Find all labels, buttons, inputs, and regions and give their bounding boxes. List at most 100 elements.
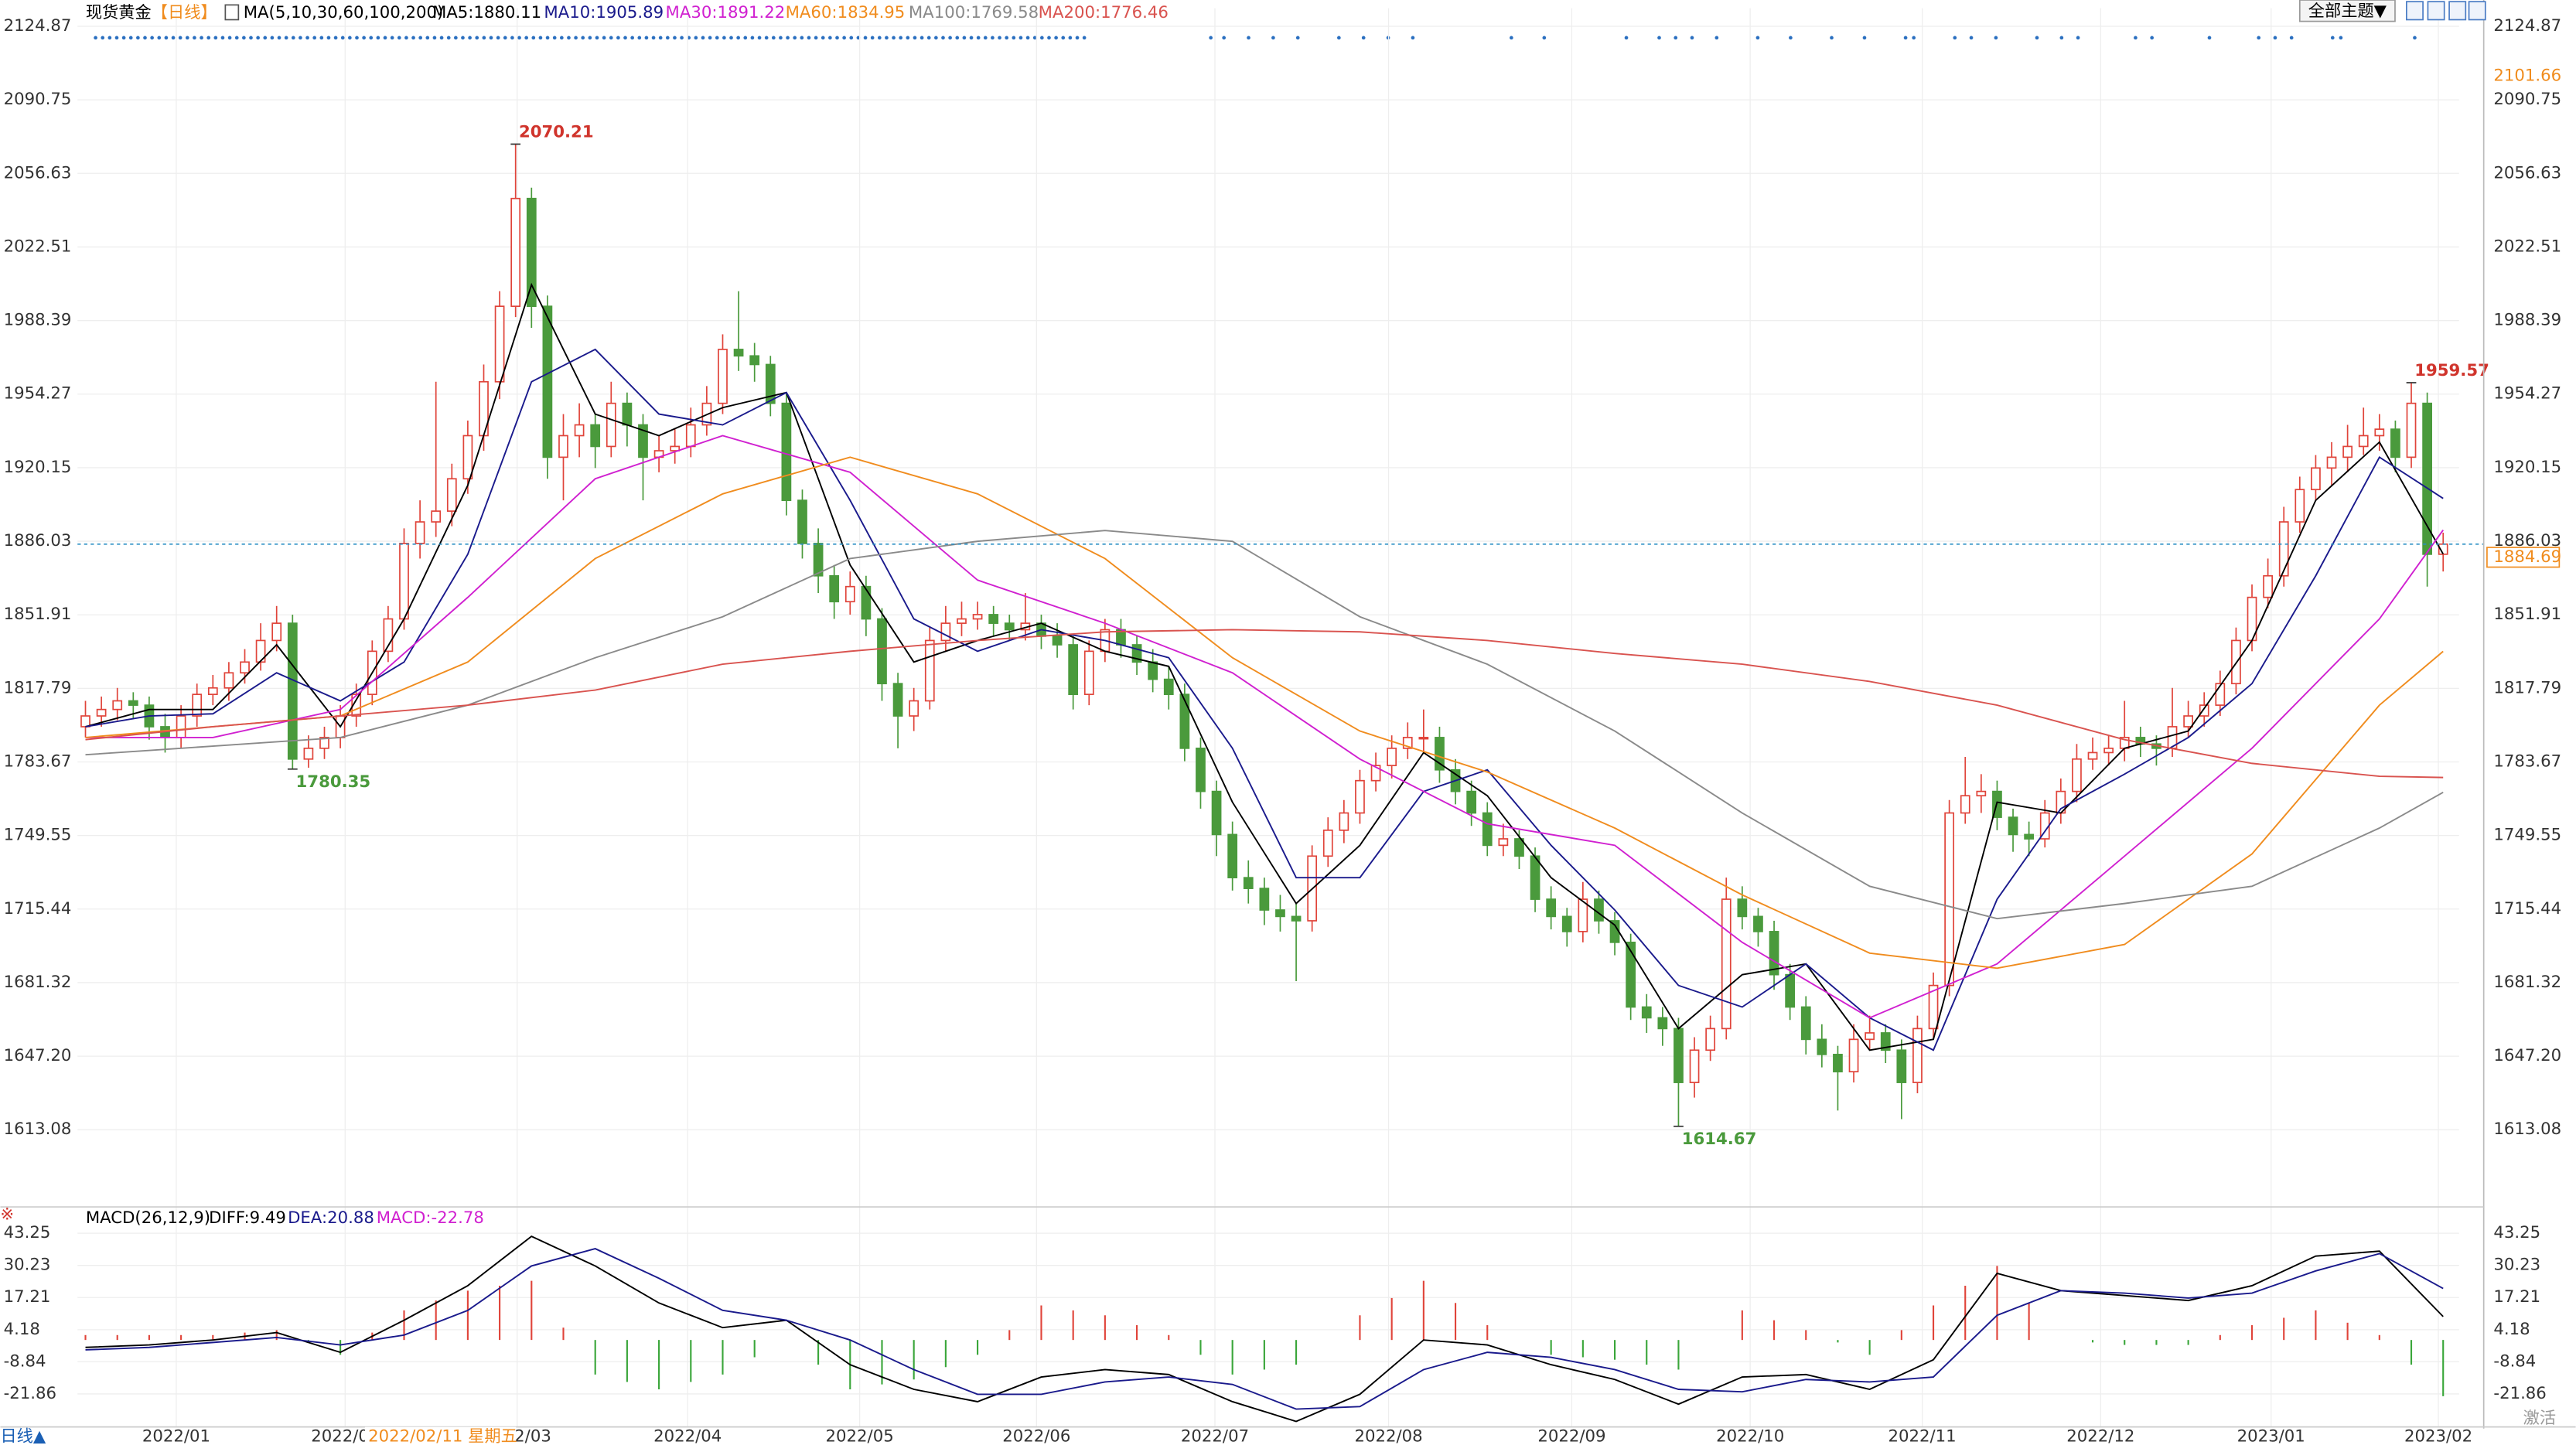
legend-entry: MA200:1776.46	[1039, 3, 1169, 22]
y-tick-label: 1783.67	[4, 752, 72, 772]
event-dot	[708, 36, 712, 40]
event-dot	[637, 36, 642, 40]
event-dot	[107, 36, 112, 40]
event-dot	[962, 36, 967, 40]
y-tick-label: 43.25	[4, 1223, 51, 1242]
event-dot	[1862, 36, 1867, 40]
event-dot	[326, 36, 331, 40]
candle-body	[207, 687, 218, 695]
candle-body	[415, 521, 425, 544]
theme-button-label[interactable]: 全部主题▼	[2308, 2, 2387, 21]
y-tick-label-right: 2090.75	[2493, 90, 2561, 109]
candle-body	[622, 402, 633, 426]
event-dot	[2059, 36, 2064, 40]
event-dot	[2076, 36, 2080, 40]
event-dot	[2339, 36, 2343, 40]
y-tick-label: 1681.32	[4, 973, 72, 992]
candle-body	[1530, 855, 1540, 900]
event-dot	[722, 36, 726, 40]
legend-entry: MA5:1880.11	[432, 3, 541, 22]
candle-body	[431, 510, 442, 523]
macd-line	[85, 1248, 2444, 1410]
candle-body	[1355, 779, 1365, 814]
candle-body	[2374, 428, 2385, 437]
event-dot	[369, 36, 374, 40]
candle-body	[1148, 661, 1158, 680]
macd-legend-entry: MACD:-22.78	[377, 1208, 484, 1228]
tool-button[interactable]	[2427, 1, 2445, 21]
tool-button[interactable]	[2448, 1, 2467, 21]
event-dot	[786, 36, 790, 40]
candle-body	[1609, 920, 1620, 943]
indicator-icon[interactable]	[224, 4, 240, 21]
event-dot	[164, 36, 169, 40]
event-dot	[913, 36, 917, 40]
event-dot	[425, 36, 430, 40]
event-dot	[630, 36, 634, 40]
event-dot	[1903, 36, 1908, 40]
event-dot	[948, 36, 952, 40]
high-label: 2070.21	[519, 123, 594, 142]
event-dot	[270, 36, 275, 40]
y-tick-label-right: 2124.87	[2493, 16, 2561, 36]
event-dot	[94, 36, 97, 40]
y-tick-label-right: 1681.32	[2493, 973, 2561, 992]
event-dot	[1714, 36, 1719, 40]
event-dot	[1624, 36, 1629, 40]
event-dot	[291, 36, 295, 40]
event-dot	[1032, 36, 1037, 40]
candle-body	[1944, 812, 1955, 987]
event-dot	[976, 36, 981, 40]
candle-body	[1466, 790, 1477, 814]
event-dot	[934, 36, 938, 40]
candle-body	[1626, 941, 1636, 1008]
ma-line	[85, 456, 2444, 970]
event-dot	[1075, 36, 1080, 40]
candle-body	[590, 424, 601, 448]
ma-line	[85, 530, 2444, 920]
x-tick-label: 2022/12	[2066, 1426, 2134, 1445]
event-dot	[743, 36, 748, 40]
event-dot	[1247, 36, 1250, 40]
event-dot	[263, 36, 268, 40]
ma-line	[85, 435, 2444, 1019]
candle-body	[176, 715, 186, 738]
y-tick-label-right: 2022.51	[2493, 237, 2561, 256]
panel-icon[interactable]: ※	[0, 1205, 14, 1225]
candle-body	[1928, 984, 1939, 1030]
candle-body	[638, 424, 648, 458]
legend-entry: MA30:1891.22	[666, 3, 786, 22]
y-tick-label: 2124.87	[4, 16, 72, 36]
cursor-label-box	[364, 1426, 517, 1445]
x-tick-label: 2022/08	[1354, 1426, 1422, 1445]
candle-body	[892, 683, 903, 717]
tool-button[interactable]	[2468, 1, 2486, 21]
event-dot	[1047, 36, 1051, 40]
candle-body	[2087, 751, 2098, 760]
high-label: 1959.57	[2414, 361, 2489, 380]
event-dot	[1005, 36, 1009, 40]
candle-body	[1418, 737, 1429, 740]
y-tick-label: 2022.51	[4, 237, 72, 256]
period-button[interactable]: 日线▲	[0, 1426, 46, 1445]
event-dot	[969, 36, 974, 40]
event-dot	[277, 36, 281, 40]
event-dot	[185, 36, 189, 40]
tool-button[interactable]	[2406, 1, 2424, 21]
candle-body	[1387, 748, 1397, 767]
x-tick-label: 2022/07	[1181, 1426, 1249, 1445]
candle-body	[383, 618, 394, 653]
limit-marker: 2101.66	[2493, 66, 2561, 86]
candle-body	[670, 445, 681, 452]
y-tick-label-right: 1954.27	[2493, 384, 2561, 404]
y-tick-label: -21.86	[4, 1384, 56, 1403]
candle-body	[2390, 428, 2400, 458]
theme-button[interactable]	[2298, 0, 2396, 22]
candle-body	[223, 672, 234, 689]
candle-body	[1594, 898, 1604, 922]
event-dot	[482, 36, 486, 40]
event-dot	[299, 36, 302, 40]
event-dot	[559, 36, 564, 40]
